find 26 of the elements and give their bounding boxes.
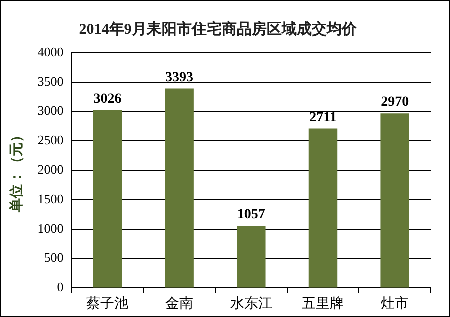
data-label: 1057: [237, 208, 266, 223]
chart-title: 2014年9月耒阳市住宅商品房区域成交均价: [79, 20, 358, 38]
y-tick-label: 500: [44, 250, 64, 266]
y-tick-label: 3000: [38, 103, 64, 118]
data-label: 3026: [94, 92, 122, 107]
y-tick-label: 0: [57, 280, 64, 295]
bar: [237, 226, 266, 288]
data-label: 2711: [310, 110, 337, 126]
bar: [165, 88, 194, 288]
x-tick-label: 五里牌: [302, 296, 344, 312]
y-tick-label: 1000: [38, 220, 64, 236]
y-tick-label: 3500: [38, 74, 64, 89]
x-tick-label: 水东江: [230, 296, 272, 312]
bar: [380, 114, 410, 288]
y-tick-label: 2500: [38, 132, 64, 148]
bar: [93, 110, 122, 288]
x-tick-label: 蔡子池: [86, 296, 129, 312]
y-tick-label: 2000: [38, 162, 64, 178]
x-tick-label: 金南: [166, 296, 194, 312]
bar: [308, 128, 338, 288]
data-label: 2970: [381, 95, 410, 110]
x-tick-label: 灶市: [381, 296, 410, 312]
y-tick-label: 1500: [38, 191, 64, 206]
data-label: 3393: [166, 70, 194, 86]
y-tick-label: 4000: [38, 44, 64, 60]
y-axis-title: 单位：（元）: [9, 128, 26, 214]
